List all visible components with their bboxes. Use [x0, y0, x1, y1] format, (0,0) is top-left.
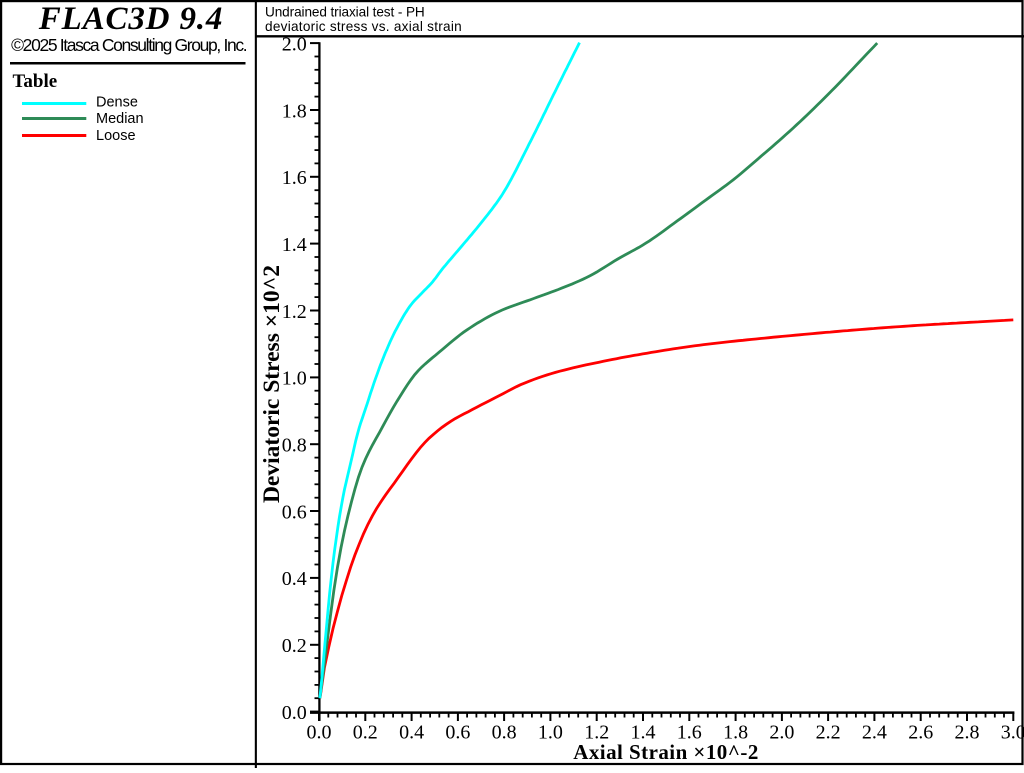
svg-text:0.6: 0.6 — [282, 501, 307, 523]
svg-text:0.2: 0.2 — [353, 721, 378, 743]
svg-text:2.2: 2.2 — [816, 721, 841, 743]
svg-text:0.8: 0.8 — [492, 721, 517, 743]
svg-text:1.8: 1.8 — [723, 721, 748, 743]
svg-text:2.6: 2.6 — [908, 721, 933, 743]
svg-text:1.6: 1.6 — [677, 721, 702, 743]
svg-text:0.6: 0.6 — [445, 721, 470, 743]
svg-text:2.4: 2.4 — [862, 721, 887, 743]
svg-text:2.0: 2.0 — [769, 721, 794, 743]
svg-text:1.0: 1.0 — [538, 721, 563, 743]
svg-text:0.8: 0.8 — [282, 435, 307, 457]
svg-text:2.0: 2.0 — [282, 33, 307, 55]
svg-text:Undrained triaxial test - PH: Undrained triaxial test - PH — [265, 4, 425, 19]
svg-text:0.2: 0.2 — [282, 635, 307, 657]
svg-text:0.4: 0.4 — [282, 568, 307, 590]
svg-text:1.4: 1.4 — [631, 721, 656, 743]
svg-text:1.2: 1.2 — [584, 721, 609, 743]
svg-text:2.8: 2.8 — [955, 721, 980, 743]
svg-text:deviatoric stress vs. axial st: deviatoric stress vs. axial strain — [265, 19, 462, 34]
svg-text:©2025 Itasca Consulting Group,: ©2025 Itasca Consulting Group, Inc. — [11, 35, 247, 55]
svg-text:Deviatoric Stress ×10^2: Deviatoric Stress ×10^2 — [259, 265, 285, 503]
svg-text:1.0: 1.0 — [282, 368, 307, 390]
svg-text:Median: Median — [96, 111, 144, 127]
svg-text:1.2: 1.2 — [282, 301, 307, 323]
svg-text:FLAC3D 9.4: FLAC3D 9.4 — [38, 1, 224, 37]
svg-text:Axial Strain ×10^-2: Axial Strain ×10^-2 — [573, 740, 759, 764]
svg-text:3.0: 3.0 — [1001, 721, 1024, 743]
svg-text:0.4: 0.4 — [399, 721, 424, 743]
svg-text:1.8: 1.8 — [282, 100, 307, 122]
svg-text:1.6: 1.6 — [282, 167, 307, 189]
svg-text:0.0: 0.0 — [307, 721, 332, 743]
svg-text:Table: Table — [13, 71, 58, 92]
svg-text:0.0: 0.0 — [282, 702, 307, 724]
svg-text:1.4: 1.4 — [282, 234, 307, 256]
svg-text:Dense: Dense — [96, 94, 138, 110]
svg-text:Loose: Loose — [96, 128, 136, 144]
